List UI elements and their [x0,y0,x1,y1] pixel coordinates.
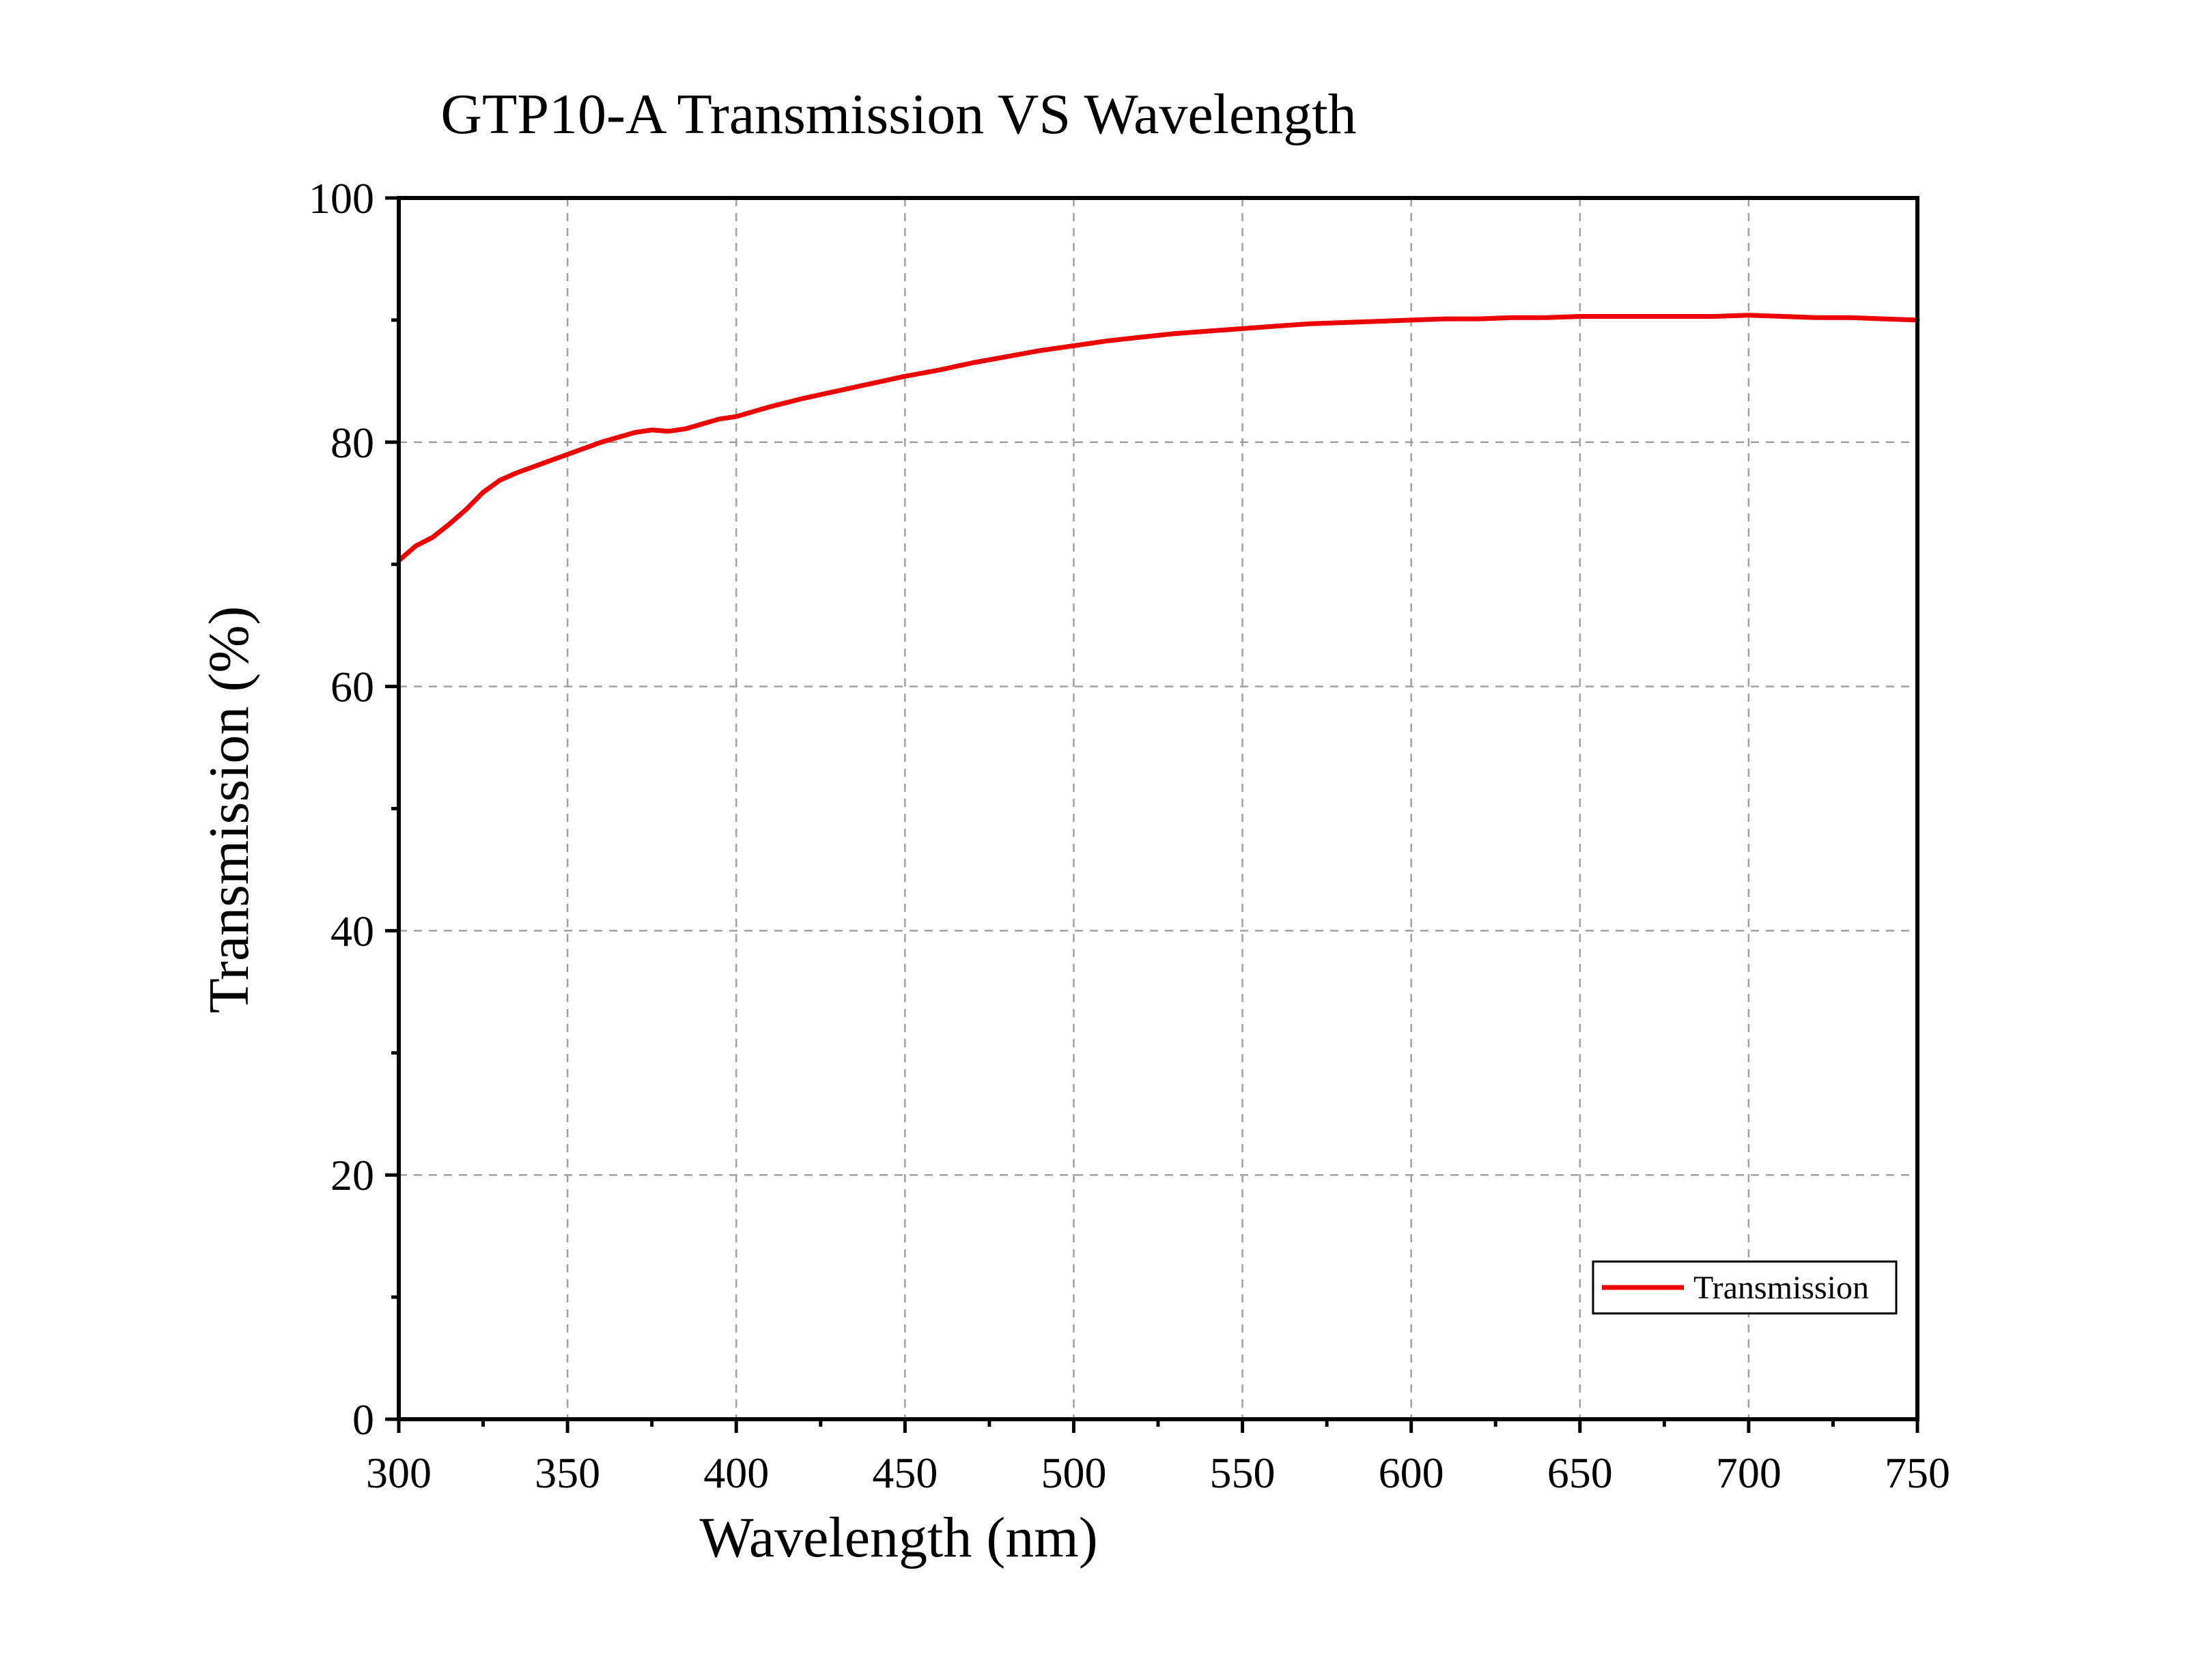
x-tick-label: 750 [1885,1449,1950,1497]
y-tick-label: 80 [330,418,374,467]
x-axis: 300 350 400 450 500 550 600 650 700 750 [366,1419,1950,1497]
y-tick-label: 20 [330,1151,374,1199]
series-line-transmission [396,313,1920,563]
y-tick-label: 60 [330,663,374,711]
x-tick-label: 650 [1547,1449,1613,1497]
y-axis: 0 20 40 60 80 100 [309,174,399,1444]
grid-lines [399,198,1917,1419]
y-tick-label: 40 [330,907,374,955]
x-tick-label: 350 [535,1449,600,1497]
y-tick-label: 0 [352,1395,374,1444]
x-tick-label: 300 [366,1449,432,1497]
x-tick-label: 500 [1041,1449,1106,1497]
y-tick-label: 100 [309,174,374,223]
legend-label-transmission: Transmission [1693,1270,1869,1306]
x-tick-label: 450 [872,1449,938,1497]
plot-frame [397,196,1919,1421]
series-layer [396,313,1920,563]
x-tick-label: 600 [1379,1449,1444,1497]
x-tick-label: 700 [1716,1449,1782,1497]
x-axis-label: Wavelength (nm) [699,1506,1097,1569]
y-axis-label: Transmission (%) [197,606,261,1014]
x-tick-label: 550 [1210,1449,1276,1497]
x-tick-label: 400 [703,1449,769,1497]
chart-title: GTP10-A Transmission VS Wavelength [440,83,1356,146]
legend: Transmission [1592,1260,1898,1315]
